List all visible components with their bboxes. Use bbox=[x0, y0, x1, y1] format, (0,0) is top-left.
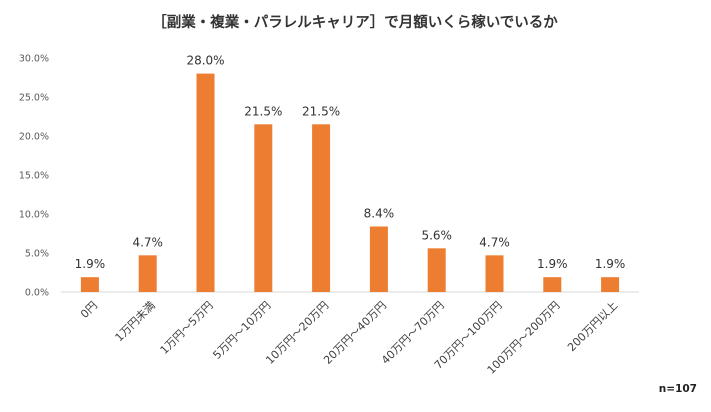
bar bbox=[427, 248, 446, 292]
y-tick-label: 30.0% bbox=[19, 54, 49, 65]
bar bbox=[485, 255, 504, 292]
chart-title: ［副業・複業・パラレルキャリア］で月額いくら稼いでいるか bbox=[152, 13, 558, 31]
category-label: 5万円～10万円 bbox=[210, 299, 273, 362]
category-label: 200万円以上 bbox=[565, 299, 620, 354]
bar bbox=[80, 277, 99, 292]
sample-size-note: n=107 bbox=[659, 383, 697, 395]
y-tick-label: 20.0% bbox=[19, 132, 49, 143]
y-axis: 0.0% 5.0% 10.0% 15.0% 20.0% 25.0% 30.0% bbox=[19, 54, 49, 299]
data-label: 1.9% bbox=[595, 257, 626, 271]
bar bbox=[312, 124, 331, 292]
data-label: 4.7% bbox=[479, 235, 510, 249]
category-label: 0円 bbox=[78, 299, 100, 321]
data-label: 4.7% bbox=[132, 235, 163, 249]
category-label: 1万円未満 bbox=[113, 299, 158, 344]
category-labels: 0円 1万円未満 1万円～5万円5万円～10万円10万円～20万円20万円～40万円… bbox=[78, 299, 620, 377]
y-tick-label: 25.0% bbox=[19, 93, 49, 104]
data-label: 1.9% bbox=[537, 257, 568, 271]
bar bbox=[196, 73, 215, 292]
data-label: 21.5% bbox=[302, 104, 340, 118]
data-label: 21.5% bbox=[244, 104, 282, 118]
bar bbox=[601, 277, 620, 292]
data-label: 5.6% bbox=[421, 228, 452, 242]
category-label: 1万円～5万円 bbox=[158, 299, 216, 357]
y-tick-label: 10.0% bbox=[19, 210, 49, 221]
bar bbox=[138, 255, 157, 292]
data-label: 8.4% bbox=[364, 206, 395, 220]
y-tick-label: 0.0% bbox=[25, 288, 49, 299]
y-tick-label: 5.0% bbox=[25, 249, 49, 260]
data-label: 1.9% bbox=[75, 257, 106, 271]
y-tick-label: 15.0% bbox=[19, 171, 49, 182]
bar bbox=[543, 277, 562, 292]
bars bbox=[80, 73, 620, 292]
bar bbox=[254, 124, 273, 292]
data-labels: 1.9% 4.7% 28.0% 21.5% 21.5% 8.4% 5.6% 4.7% 1.9% 1… bbox=[75, 54, 626, 272]
data-label: 28.0% bbox=[186, 54, 224, 68]
bar bbox=[369, 226, 388, 292]
